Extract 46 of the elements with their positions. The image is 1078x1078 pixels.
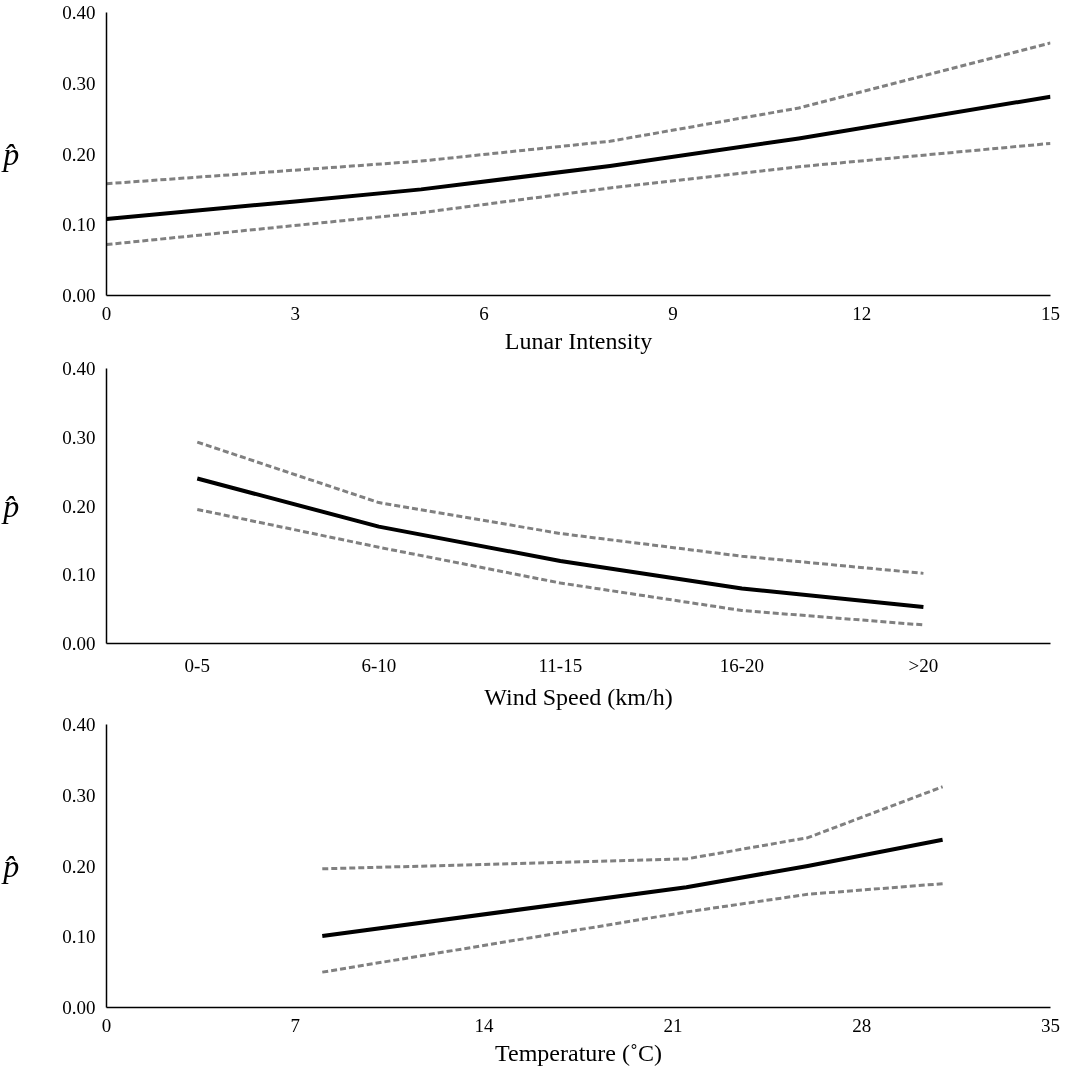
- x-tick-label: 21: [663, 1014, 683, 1036]
- y-tick-label: 0.10: [62, 214, 96, 236]
- y-tick-label: 0.40: [62, 714, 96, 735]
- x-tick-label: 14: [474, 1014, 495, 1036]
- line-series: [195, 507, 925, 627]
- y-tick-label: 0.20: [62, 855, 96, 877]
- y-tick-label: 0.00: [62, 997, 96, 1018]
- line-series: [320, 785, 945, 871]
- x-tick-label: 0: [101, 1014, 112, 1036]
- y-tick-label: 0.40: [62, 2, 96, 23]
- x-axis-title: Lunar Intensity: [504, 327, 653, 354]
- x-tick-label: 16-20: [719, 654, 765, 676]
- x-tick-label: 11-15: [538, 654, 583, 676]
- y-tick-label: 0.00: [62, 633, 96, 654]
- y-tick-label: 0.30: [62, 784, 96, 806]
- x-tick-label: 0-5: [184, 654, 210, 676]
- x-tick-label: 0: [101, 302, 112, 324]
- x-tick-label: 15: [1041, 302, 1060, 324]
- x-tick-label: 7: [290, 1014, 301, 1036]
- x-tick-label: 28: [852, 1014, 872, 1036]
- y-tick-label: 0.20: [62, 143, 96, 165]
- y-tick-label: 0.10: [62, 564, 96, 586]
- x-axis-title: Wind Speed (km/h): [484, 683, 673, 710]
- x-tick-label: 3: [290, 302, 301, 324]
- line-series: [320, 837, 945, 939]
- y-axis-title: p̂: [1, 136, 20, 172]
- line-series: [106, 141, 1051, 247]
- line-series: [195, 476, 926, 610]
- line-series: [320, 882, 945, 974]
- line-series: [195, 440, 925, 575]
- line-series: [106, 41, 1051, 186]
- x-tick-label: 35: [1041, 1014, 1060, 1036]
- x-tick-label: 9: [668, 302, 678, 324]
- y-axis-title: p̂: [1, 848, 20, 884]
- y-tick-label: 0.20: [62, 495, 96, 517]
- y-tick-label: 0.10: [62, 926, 96, 948]
- x-tick-label: 12: [852, 302, 872, 324]
- y-axis-title: p̂: [1, 488, 20, 524]
- x-tick-label: 6-10: [361, 654, 397, 676]
- y-tick-label: 0.40: [62, 358, 96, 379]
- y-tick-label: 0.30: [62, 426, 96, 448]
- y-tick-label: 0.30: [62, 72, 96, 94]
- x-tick-label: >20: [908, 654, 939, 676]
- x-axis-title: Temperature (˚C): [495, 1039, 662, 1066]
- x-tick-label: 6: [479, 302, 489, 324]
- y-tick-label: 0.00: [62, 285, 96, 306]
